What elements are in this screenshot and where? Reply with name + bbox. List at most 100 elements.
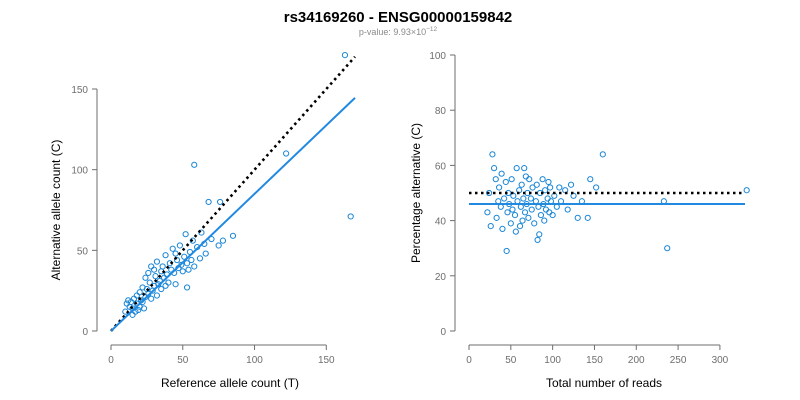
data-point xyxy=(150,266,158,273)
data-point xyxy=(136,289,143,296)
data-point xyxy=(196,255,204,262)
data-point xyxy=(162,252,169,259)
data-point xyxy=(519,217,526,224)
data-point xyxy=(216,198,224,206)
data-point xyxy=(148,263,155,270)
data-point xyxy=(499,225,506,232)
chart-title: rs34169260 - ENSG00000159842 xyxy=(284,9,513,26)
data-point xyxy=(503,247,510,255)
data-point xyxy=(528,206,535,213)
data-point xyxy=(542,206,550,213)
data-point xyxy=(587,176,594,183)
data-point xyxy=(567,181,575,188)
data-point xyxy=(490,165,498,172)
data-point xyxy=(534,236,541,244)
data-point xyxy=(564,206,571,213)
data-point xyxy=(158,285,165,293)
data-point xyxy=(173,256,181,264)
y-axis-title: Percentage alternative (C) xyxy=(409,123,423,263)
data-point xyxy=(545,178,552,186)
data-point xyxy=(493,214,500,221)
y-tick-label: 80 xyxy=(435,106,447,117)
data-point xyxy=(496,184,503,191)
data-point xyxy=(172,281,179,288)
fit-line xyxy=(110,97,356,332)
y-tick-label: 50 xyxy=(77,246,89,257)
data-point xyxy=(181,253,188,260)
data-point xyxy=(498,170,505,177)
chart-subtitle: p-value: 9.93×10−12 xyxy=(359,26,438,37)
data-point xyxy=(169,245,176,252)
data-point xyxy=(542,187,549,194)
subtitle-exponent: −12 xyxy=(426,26,437,33)
data-point xyxy=(513,165,520,172)
data-point xyxy=(593,184,600,191)
data-point xyxy=(133,292,140,299)
data-point xyxy=(526,176,533,183)
data-point xyxy=(489,151,496,158)
data-point xyxy=(140,305,148,312)
data-point xyxy=(182,231,189,238)
x-tick-label: 200 xyxy=(628,355,645,366)
data-point xyxy=(283,150,290,157)
data-point xyxy=(215,242,222,249)
data-point xyxy=(544,195,551,202)
data-point xyxy=(135,306,142,314)
data-point xyxy=(485,189,493,197)
x-tick-label: 0 xyxy=(466,355,472,366)
data-point xyxy=(536,231,543,238)
x-tick-label: 50 xyxy=(177,355,189,366)
data-point xyxy=(183,260,191,267)
data-point xyxy=(509,206,516,213)
data-point xyxy=(502,178,509,186)
data-point xyxy=(743,187,750,194)
data-point xyxy=(525,214,532,221)
data-point xyxy=(178,261,185,268)
data-point xyxy=(205,198,212,206)
data-point xyxy=(521,209,529,216)
reference-line xyxy=(110,55,356,332)
data-point xyxy=(159,263,166,270)
x-tick-label: 0 xyxy=(108,355,114,366)
data-point xyxy=(153,292,161,299)
y-tick-label: 20 xyxy=(435,272,447,283)
data-point xyxy=(487,223,494,230)
x-tick-label: 150 xyxy=(318,355,335,366)
data-point xyxy=(570,192,577,199)
data-point xyxy=(492,176,499,183)
x-tick-label: 300 xyxy=(712,355,729,366)
data-point xyxy=(176,242,183,249)
x-axis-title: Reference allele count (T) xyxy=(161,376,299,390)
data-point xyxy=(484,209,491,216)
data-point xyxy=(549,211,556,219)
data-point xyxy=(172,250,179,257)
subtitle-prefix: p-value: 9.93×10 xyxy=(359,27,426,37)
x-tick-label: 50 xyxy=(505,355,517,366)
data-point xyxy=(516,223,524,230)
data-point xyxy=(539,176,546,183)
data-point xyxy=(146,279,153,286)
data-point xyxy=(507,220,514,227)
data-point xyxy=(527,195,534,202)
data-point xyxy=(508,176,515,183)
data-point xyxy=(165,279,172,286)
data-point xyxy=(520,195,527,202)
data-point xyxy=(512,228,519,235)
data-point xyxy=(574,214,581,221)
panel-percentage-alternative: 0 50 100 150 200 250 300 0 20 40 60 80 100 Total numb… xyxy=(409,51,750,390)
x-tick-label: 150 xyxy=(586,355,603,366)
data-point xyxy=(148,295,155,302)
x-tick-label: 250 xyxy=(670,355,687,366)
data-point xyxy=(584,214,591,221)
data-point xyxy=(341,52,349,59)
data-point xyxy=(347,213,354,220)
y-tick-label: 60 xyxy=(435,161,447,172)
y-tick-label: 100 xyxy=(429,51,446,62)
data-point xyxy=(183,284,191,291)
data-point xyxy=(546,209,553,216)
y-tick-label: 100 xyxy=(71,166,88,177)
data-point xyxy=(191,161,198,168)
data-point xyxy=(130,295,138,302)
data-point xyxy=(664,245,671,252)
data-point xyxy=(152,273,159,280)
